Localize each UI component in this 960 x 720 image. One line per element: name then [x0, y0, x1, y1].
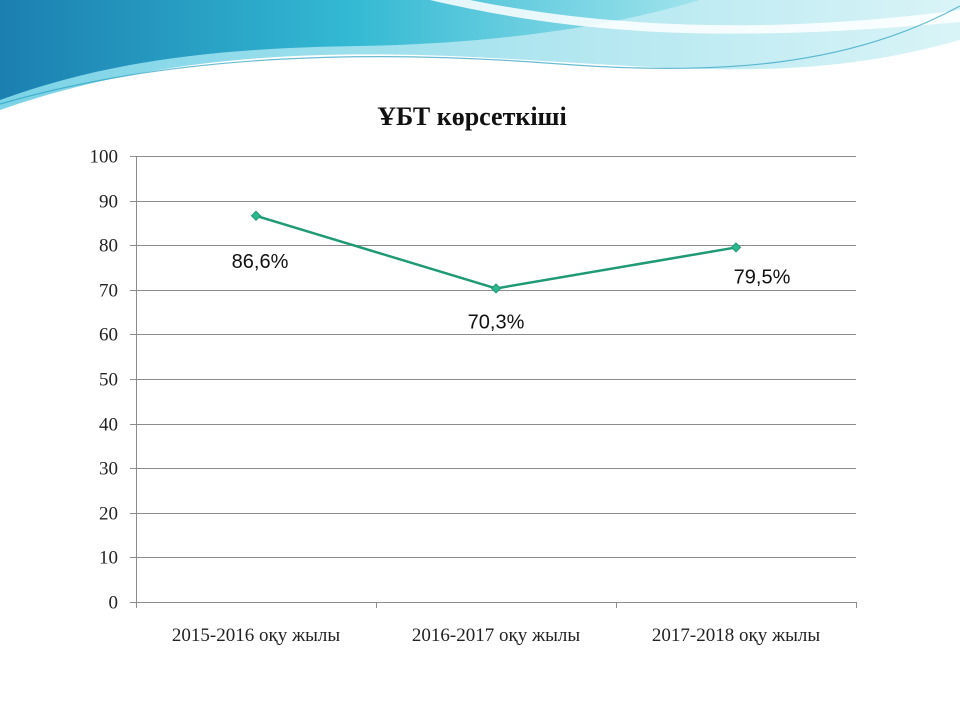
y-tick-label: 100 — [90, 147, 119, 168]
y-tick-label: 50 — [99, 370, 118, 391]
y-tick-label: 90 — [99, 192, 118, 213]
decorative-wave-banner — [0, 0, 960, 110]
chart-title: ҰБТ көрсеткіші — [377, 102, 566, 131]
data-point-marker — [730, 242, 742, 253]
y-tick-label: 10 — [99, 548, 118, 569]
banner-white-streak — [430, 0, 960, 34]
y-tick-label: 20 — [99, 504, 118, 525]
banner-wave-front — [0, 0, 700, 100]
y-tick-label: 0 — [109, 593, 119, 614]
data-labels: 86,6% 70,3% 79,5% — [232, 251, 791, 334]
banner-thin-line — [0, 5, 960, 105]
y-tick-label: 80 — [99, 236, 118, 257]
y-tick-label: 30 — [99, 459, 118, 480]
data-point-marker — [490, 283, 502, 294]
x-tick-label: 2016-2017 оқу жылы — [412, 625, 580, 646]
y-tick-label: 70 — [99, 281, 118, 302]
data-label: 86,6% — [232, 251, 289, 273]
axes — [130, 156, 857, 608]
series-line-path — [255, 214, 737, 290]
y-tick-label: 40 — [99, 415, 118, 436]
x-tick-label: 2015-2016 оқу жылы — [172, 625, 340, 646]
data-point-marker — [250, 210, 262, 221]
x-tick-label: 2017-2018 оқу жылы — [652, 625, 820, 646]
series-line — [255, 214, 737, 290]
y-axis-tick-labels: 0 10 20 30 40 50 60 70 80 90 100 — [90, 147, 119, 614]
data-label: 79,5% — [734, 266, 791, 288]
gridlines — [136, 156, 856, 558]
y-tick-label: 60 — [99, 325, 118, 346]
series-markers — [250, 210, 742, 294]
data-label: 70,3% — [468, 311, 525, 333]
x-axis-tick-labels: 2015-2016 оқу жылы 2016-2017 оқу жылы 2017… — [172, 625, 820, 646]
